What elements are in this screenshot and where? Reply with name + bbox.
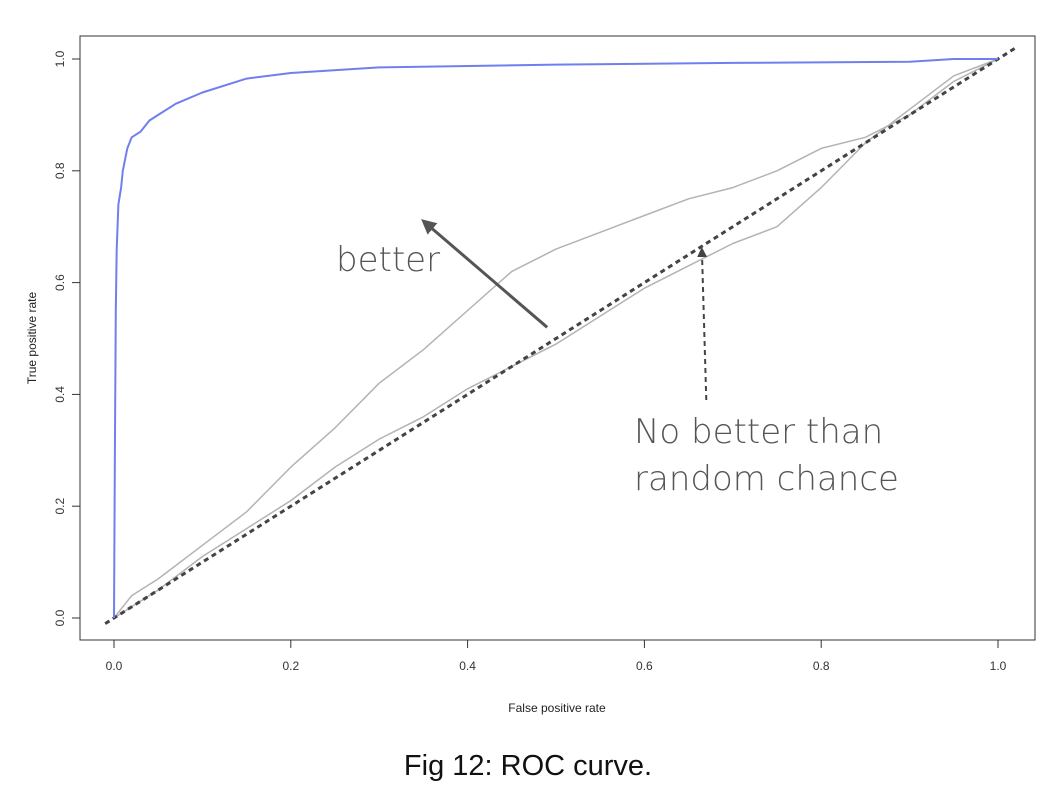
y-tick-label: 0.2 [53, 498, 67, 515]
comparison-curve-upper [113, 58, 999, 619]
random-chance-arrow [697, 247, 708, 401]
x-tick-label: 0.0 [106, 659, 123, 673]
comparison-curve-lower [113, 58, 999, 619]
x-tick-label: 0.4 [459, 659, 476, 673]
annotation-random-chance: No better than random chance [634, 247, 899, 499]
y-tick-label: 0.0 [53, 609, 67, 626]
x-tick-label: 0.2 [282, 659, 299, 673]
x-axis-title: False positive rate [508, 701, 606, 715]
chance-line [104, 46, 1017, 625]
figure-caption: Fig 12: ROC curve. [403, 750, 653, 782]
y-tick-label: 0.6 [53, 274, 67, 291]
annotation-better: better [336, 219, 549, 329]
x-axis: 0.0 0.2 0.4 0.6 0.8 1.0 [106, 639, 1007, 673]
y-tick-label: 0.8 [53, 162, 67, 179]
annotation-random-line-2: random chance [634, 459, 899, 499]
annotation-random-line-1: No better than [634, 412, 883, 452]
y-axis-title: True positive rate [25, 292, 39, 385]
annotation-better-label: better [336, 240, 440, 280]
y-tick-label: 1.0 [53, 50, 67, 67]
x-tick-label: 1.0 [990, 659, 1007, 673]
x-tick-label: 0.6 [636, 659, 653, 673]
series-layer [104, 46, 1017, 625]
model-curve [113, 58, 998, 619]
x-tick-label: 0.8 [813, 659, 830, 673]
y-axis: 0.0 0.2 0.4 0.6 0.8 1.0 [53, 50, 81, 626]
better-arrow [421, 219, 549, 329]
y-tick-label: 0.4 [53, 386, 67, 403]
